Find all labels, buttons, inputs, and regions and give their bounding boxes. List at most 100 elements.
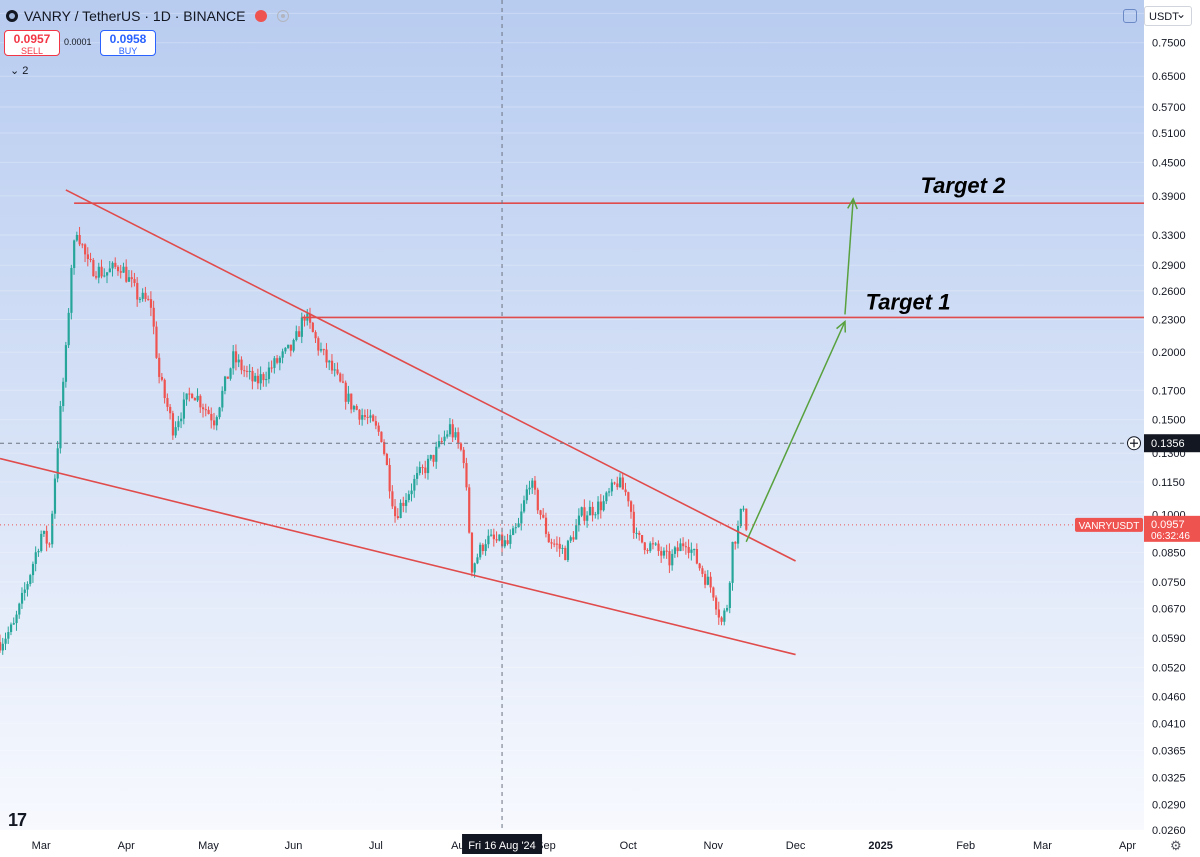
candle-body	[468, 487, 471, 533]
candle-body	[374, 421, 378, 426]
sell-button[interactable]: 0.0957 SELL	[4, 30, 60, 56]
candle-body	[654, 543, 657, 545]
candle-body	[158, 357, 161, 377]
candle-body	[536, 489, 539, 511]
candle-body	[40, 533, 43, 551]
candle-body	[715, 597, 718, 610]
annotations: Target 2 Target 1	[0, 173, 1144, 656]
candle-body	[465, 463, 468, 488]
candle-body	[196, 395, 199, 401]
y-tick-label: 0.0670	[1152, 603, 1186, 615]
price-axis[interactable]: 0.85000.75000.65000.57000.51000.45000.39…	[1152, 8, 1186, 837]
symbol-logo-icon	[6, 10, 18, 22]
candle-body	[586, 515, 589, 521]
candle-body	[160, 376, 164, 380]
candle-body	[602, 501, 605, 511]
y-tick-label: 0.0850	[1152, 548, 1186, 560]
candle-body	[413, 478, 416, 491]
candle-body	[668, 551, 671, 566]
candle-body	[97, 266, 100, 278]
candle-body	[473, 563, 476, 573]
candle-body	[344, 382, 347, 402]
candle-body	[92, 259, 95, 277]
candle-body	[215, 417, 218, 426]
candle-body	[506, 540, 509, 544]
candle-body	[588, 506, 592, 516]
time-axis-background	[0, 830, 1200, 857]
x-tick-label: Jun	[285, 840, 303, 852]
chevron-down-icon: ⌄	[10, 65, 23, 77]
eye-icon[interactable]	[277, 10, 290, 22]
candle-body	[116, 266, 120, 272]
candle-body	[638, 532, 641, 536]
candle-body	[599, 501, 603, 511]
symbol-title[interactable]: VANRY / TetherUS · 1D · BINANCE	[24, 8, 246, 24]
candle-body	[287, 344, 290, 348]
candle-body	[191, 393, 194, 398]
currency-select[interactable]: USDT	[1144, 4, 1192, 26]
candle-body	[415, 473, 419, 479]
candle-body	[166, 398, 169, 407]
arrow-line	[844, 198, 854, 315]
candle-body	[575, 525, 578, 540]
candle-body	[67, 312, 70, 346]
candle-body	[533, 480, 537, 490]
tradingview-logo[interactable]: 17	[8, 810, 27, 830]
candle-body	[391, 491, 394, 507]
candle-body	[476, 557, 479, 564]
candle-body	[542, 514, 545, 518]
candle-body	[577, 515, 581, 526]
candle-body	[144, 292, 147, 299]
candle-body	[429, 454, 432, 459]
snapshot-icon[interactable]	[1123, 9, 1137, 23]
candle-body	[435, 446, 438, 462]
candle-body	[56, 448, 59, 479]
candle-body	[383, 442, 386, 454]
candle-body	[273, 358, 276, 368]
candle-body	[484, 544, 487, 552]
symbol-header[interactable]: VANRY / TetherUS · 1D · BINANCE	[6, 6, 290, 26]
x-tick-label: May	[198, 840, 219, 852]
candle-body	[37, 550, 40, 553]
candle-body	[407, 494, 410, 500]
candle-body	[369, 415, 372, 418]
candle-body	[594, 514, 597, 516]
candle-body	[138, 298, 142, 300]
candle-body	[51, 513, 54, 545]
y-tick-label: 0.1150	[1152, 477, 1185, 489]
candle-body	[492, 534, 496, 540]
crosshair-price-box	[1144, 434, 1200, 453]
candle-body	[531, 480, 534, 488]
candle-body	[23, 589, 26, 593]
candle-body	[20, 592, 24, 604]
candle-body	[111, 262, 114, 269]
candle-body	[695, 549, 699, 564]
candle-body	[605, 492, 608, 502]
candle-body	[361, 415, 364, 420]
candle-body	[45, 530, 48, 544]
candle-body	[566, 540, 570, 561]
indicator-count: 2	[22, 65, 29, 77]
indicators-toggle[interactable]: ⌄ 2	[10, 64, 28, 77]
gear-icon[interactable]: ⚙	[1170, 838, 1182, 853]
candle-body	[459, 443, 463, 450]
candle-body	[226, 376, 229, 379]
candle-body	[193, 397, 196, 401]
candle-body	[281, 351, 284, 358]
candle-body	[42, 530, 46, 534]
buy-button[interactable]: 0.0958 BUY	[100, 30, 156, 56]
candle-body	[89, 258, 92, 260]
candle-body	[649, 543, 652, 551]
candle-body	[278, 357, 282, 363]
candle-body	[591, 506, 594, 516]
y-tick-label: 0.0290	[1152, 799, 1186, 811]
candle-body	[651, 543, 655, 545]
candle-body	[503, 540, 506, 547]
candle-body	[440, 441, 443, 443]
candle-body	[684, 546, 688, 548]
candle-body	[325, 349, 328, 363]
time-axis[interactable]: Mar Apr May Jun Jul Aug Sep Oct Nov Dec 2025 Feb Mar…	[32, 840, 1137, 852]
candle-body	[627, 492, 630, 502]
candle-body	[553, 543, 556, 545]
